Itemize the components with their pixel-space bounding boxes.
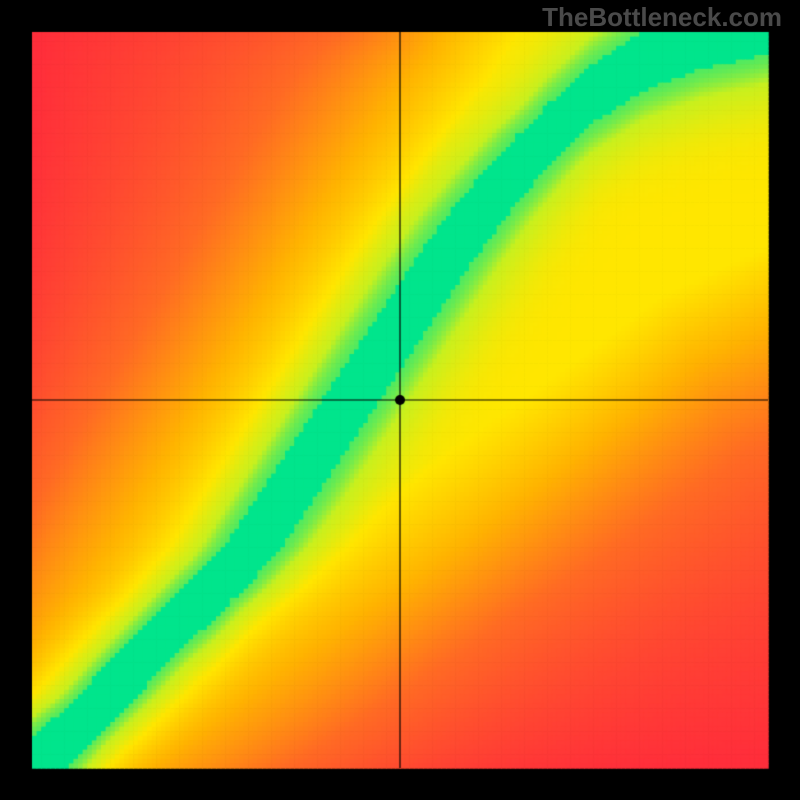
chart-container: TheBottleneck.com [0,0,800,800]
bottleneck-heatmap [0,0,800,800]
watermark-text: TheBottleneck.com [542,2,782,33]
